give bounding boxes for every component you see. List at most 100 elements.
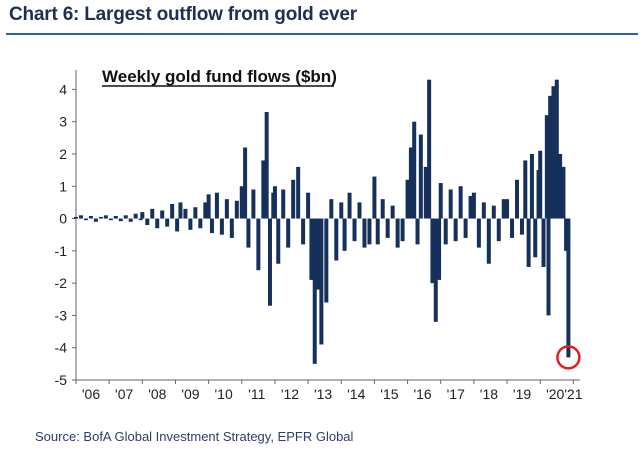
y-tick-label: 2 <box>59 146 67 162</box>
flow-bar <box>286 218 291 248</box>
flow-bar <box>476 218 481 248</box>
x-tick-label: '17 <box>447 386 465 402</box>
flow-bar <box>306 192 311 219</box>
flow-bar <box>400 218 405 242</box>
flow-bar <box>193 207 198 219</box>
flow-bar <box>538 150 543 219</box>
flow-bar <box>541 218 546 267</box>
x-tick-label: '07 <box>115 386 133 402</box>
y-tick-label: -4 <box>55 340 68 356</box>
x-tick-label: '20 <box>546 386 564 402</box>
flow-bar <box>296 166 301 219</box>
flow-bar <box>566 218 571 358</box>
largest-outflow-highlight <box>556 345 581 370</box>
flow-bar <box>74 216 78 219</box>
y-tick-label: 4 <box>59 81 67 97</box>
flow-bar <box>108 218 113 221</box>
flow-bar <box>390 205 395 219</box>
flow-bar <box>209 218 214 234</box>
y-tick-label: -1 <box>55 243 68 259</box>
flow-bar <box>523 160 528 219</box>
flow-bar <box>301 218 306 245</box>
flow-bar <box>145 218 150 225</box>
flow-bar <box>170 204 175 219</box>
flow-bar <box>415 218 420 245</box>
flow-bar <box>395 218 400 248</box>
flow-bar <box>88 215 93 219</box>
flow-bar <box>198 218 203 229</box>
flow-bar <box>352 218 357 242</box>
flow-bar <box>433 218 438 322</box>
flow-bar <box>261 160 266 219</box>
flow-bar <box>133 213 138 219</box>
flow-bar <box>367 218 372 245</box>
flow-bar <box>526 218 531 267</box>
flow-bar <box>155 218 160 229</box>
flow-bar <box>380 199 385 219</box>
flow-bar <box>251 189 256 219</box>
flow-bar <box>564 218 569 251</box>
flow-bar <box>486 218 491 264</box>
flow-bar <box>188 218 193 230</box>
flow-bar <box>443 218 448 245</box>
flow-bar <box>206 194 211 219</box>
flow-bar <box>140 212 145 219</box>
x-tick-label: '10 <box>215 386 233 402</box>
flow-bar <box>264 111 269 219</box>
flow-bar <box>291 179 296 219</box>
flow-bar <box>437 218 442 280</box>
flow-bar <box>501 199 506 219</box>
flow-bar <box>312 218 317 364</box>
flow-bar <box>548 95 553 219</box>
flow-bar <box>505 199 510 219</box>
flow-bar <box>219 218 224 235</box>
flow-bar <box>316 218 321 290</box>
flow-bar <box>103 215 108 219</box>
x-tick-label: '21 <box>564 386 582 402</box>
flow-bar <box>128 218 133 222</box>
flow-bar <box>256 218 261 271</box>
flow-bar <box>546 218 551 316</box>
highlight-circle <box>556 345 581 370</box>
flow-bar <box>123 215 128 219</box>
flow-bar <box>458 186 463 219</box>
y-tick-label: 0 <box>59 211 67 227</box>
flow-bar <box>93 218 98 222</box>
flow-bar <box>529 153 534 219</box>
flow-bar <box>558 153 563 219</box>
y-axis: 4 3 2 1 0 -1 -2 -3 -4 -5 <box>55 70 77 388</box>
flow-bar <box>375 218 380 245</box>
flow-bar <box>430 218 435 284</box>
y-tick-label: -5 <box>55 372 68 388</box>
x-tick-label: '18 <box>480 386 498 402</box>
flow-bar <box>239 186 244 219</box>
x-tick-label: '12 <box>281 386 299 402</box>
flow-bar <box>418 134 423 219</box>
flow-bar <box>160 210 165 219</box>
flow-bar <box>405 179 410 219</box>
flow-bar <box>471 192 476 219</box>
flow-bar <box>309 218 314 280</box>
flow-bar <box>438 183 443 219</box>
flow-bar <box>551 86 556 219</box>
chart-title: Weekly gold fund flows ($bn) <box>102 67 337 86</box>
x-tick-label: '09 <box>181 386 199 402</box>
flow-bar <box>519 218 524 235</box>
gold-flows-chart: 4 3 2 1 0 -1 -2 -3 -4 -5 '06 '07 '08 '09 '10 '11 '12 '13… <box>55 67 583 402</box>
flow-bar <box>138 218 143 221</box>
flow-bar <box>510 218 515 238</box>
source-note: Source: BofA Global Investment Strategy,… <box>35 429 354 444</box>
flow-bar <box>281 189 286 219</box>
y-tick-label: 1 <box>59 178 67 194</box>
flow-bar <box>544 115 549 219</box>
y-tick-label: 3 <box>59 114 67 130</box>
x-axis: '06 '07 '08 '09 '10 '11 '12 '13 '14 '15 '16 '17 '18 '… <box>75 379 583 402</box>
flow-bar <box>427 79 432 219</box>
flow-bar <box>481 202 486 219</box>
flow-bar <box>561 166 566 219</box>
flow-bar <box>178 202 183 219</box>
flow-bar <box>319 218 324 345</box>
x-tick-label: '15 <box>380 386 398 402</box>
flow-bar <box>453 218 458 242</box>
flow-bar <box>234 200 239 219</box>
